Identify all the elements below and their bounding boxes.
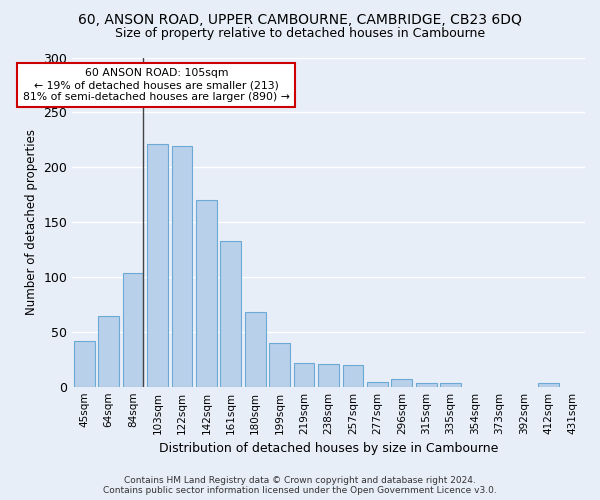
Text: Size of property relative to detached houses in Cambourne: Size of property relative to detached ho… (115, 28, 485, 40)
Bar (538, 384, 559, 386)
Text: 60 ANSON ROAD: 105sqm
← 19% of detached houses are smaller (213)
81% of semi-det: 60 ANSON ROAD: 105sqm ← 19% of detached … (23, 68, 290, 102)
Bar (123, 272, 143, 386)
Bar (440, 384, 461, 386)
Bar (98, 316, 119, 386)
Bar (318, 364, 339, 386)
Bar (74, 340, 95, 386)
Bar (220, 240, 241, 386)
Text: 60, ANSON ROAD, UPPER CAMBOURNE, CAMBRIDGE, CB23 6DQ: 60, ANSON ROAD, UPPER CAMBOURNE, CAMBRID… (78, 12, 522, 26)
Bar (343, 364, 364, 386)
Bar (196, 200, 217, 386)
Bar (269, 343, 290, 386)
Y-axis label: Number of detached properties: Number of detached properties (25, 129, 38, 315)
Bar (294, 362, 314, 386)
Bar (172, 146, 193, 386)
Bar (367, 382, 388, 386)
Bar (245, 312, 266, 386)
Text: Contains HM Land Registry data © Crown copyright and database right 2024.
Contai: Contains HM Land Registry data © Crown c… (103, 476, 497, 495)
Bar (416, 384, 437, 386)
X-axis label: Distribution of detached houses by size in Cambourne: Distribution of detached houses by size … (159, 442, 498, 455)
Bar (391, 379, 412, 386)
Bar (147, 144, 168, 386)
